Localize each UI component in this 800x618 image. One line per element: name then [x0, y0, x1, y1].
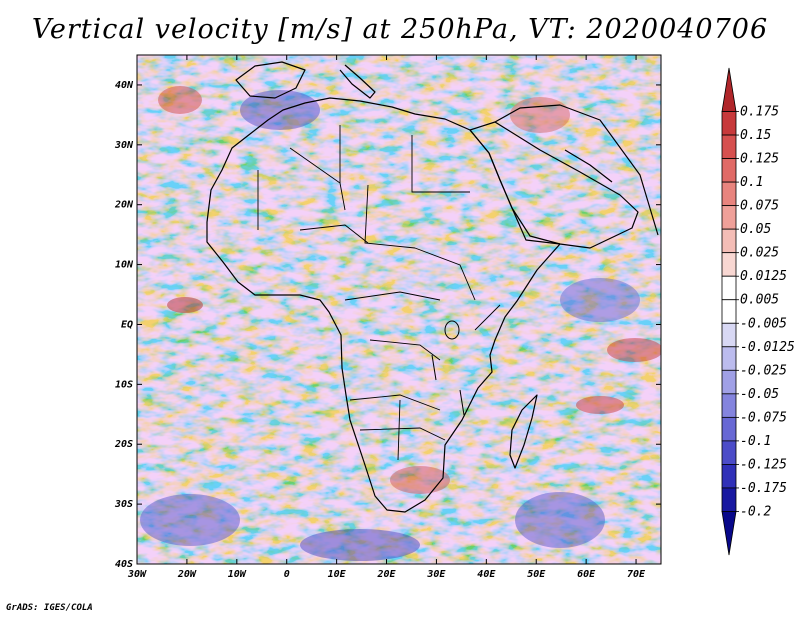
lake-tanganyika — [431, 354, 437, 381]
colorbar-label: 0.175 — [740, 105, 779, 120]
field-anomalies — [140, 86, 661, 561]
border-line — [414, 247, 476, 301]
lon-tick-label: 10W — [228, 569, 247, 580]
anomaly-downdraft — [240, 90, 320, 130]
colorbar-label: -0.025 — [740, 363, 787, 378]
colorbar-label: 0.005 — [740, 293, 779, 308]
colorbar-swatch — [721, 322, 737, 348]
anomaly-updraft — [158, 86, 202, 114]
lat-tick-label: 40S — [115, 559, 133, 570]
border-line — [359, 427, 446, 441]
lon-tick-label: 50E — [527, 569, 546, 580]
lon-tick-label: 30E — [426, 569, 446, 580]
colorbar-swatch — [721, 111, 737, 136]
lon-tick-label: 30W — [127, 569, 147, 580]
lon-tick-label: 20E — [376, 569, 396, 580]
border-line — [369, 339, 441, 361]
anomaly-updraft — [167, 297, 203, 313]
map-frame — [136, 54, 662, 565]
lon-tick-label: 60E — [577, 569, 596, 580]
madagascar-coastline — [509, 394, 538, 469]
colorbar: 0.175 0.15 0.125 0.1 0.075 0.05 0.025 0.0125 0.0… — [721, 67, 795, 556]
colorbar-label: -0.2 — [740, 504, 771, 519]
colorbar-swatch — [721, 393, 737, 418]
colorbar-label: 0.0125 — [740, 269, 787, 284]
anomaly-updraft — [576, 396, 624, 414]
colorbar-swatch — [721, 464, 737, 489]
asia-coastline — [494, 104, 659, 236]
colorbar-swatch — [721, 275, 737, 301]
colorbar-top-arrow — [721, 67, 737, 112]
colorbar-swatch — [721, 228, 737, 254]
colorbar-label: -0.005 — [740, 316, 787, 331]
colorbar-label: -0.0125 — [740, 340, 795, 355]
colorbar-swatch — [721, 487, 737, 512]
colorbar-label: -0.1 — [740, 434, 771, 449]
lat-tick-label: 20N — [114, 200, 134, 211]
colorbar-swatch — [721, 134, 737, 159]
anomaly-downdraft — [300, 529, 420, 561]
colorbar-label: -0.175 — [740, 481, 787, 496]
border-line — [364, 184, 416, 249]
lat-tick-label: 30S — [114, 499, 133, 510]
colorbar-bottom-arrow — [721, 511, 737, 556]
border-line — [299, 224, 369, 244]
colorbar-swatch — [721, 416, 737, 442]
persian-gulf-coastline — [564, 149, 613, 183]
lat-tick-label: 40N — [115, 80, 134, 91]
lon-tick-label: 20W — [177, 569, 197, 580]
border-line — [349, 394, 441, 411]
colorbar-swatch — [721, 158, 737, 183]
colorbar-label: 0.1 — [740, 175, 763, 190]
coastlines — [206, 61, 659, 513]
italy-coastline — [339, 64, 376, 99]
lat-tick-label: 10S — [115, 379, 133, 390]
colorbar-swatch — [721, 252, 737, 277]
anomaly-updraft — [510, 97, 570, 133]
lon-tick-label: 0 — [284, 569, 290, 580]
border-line — [411, 135, 470, 193]
colorbar-label: 0.125 — [740, 152, 779, 167]
colorbar-swatch — [721, 369, 737, 395]
colorbar-swatch — [721, 346, 737, 371]
anomaly-downdraft — [515, 492, 605, 548]
footer-credit: GrADS: IGES/COLA — [6, 603, 93, 613]
country-borders — [257, 125, 501, 461]
anomaly-downdraft — [140, 494, 240, 546]
colorbar-label: -0.125 — [740, 457, 787, 472]
lon-tick-label: 70E — [627, 569, 646, 580]
lakes — [431, 320, 465, 416]
lake-malawi — [459, 389, 465, 416]
border-line — [344, 291, 441, 301]
colorbar-swatch — [721, 205, 737, 230]
lat-tick-label: EQ — [121, 319, 133, 330]
lake-victoria — [444, 320, 460, 340]
lon-tick-label: 40E — [477, 569, 496, 580]
velocity-field — [137, 55, 661, 564]
colorbar-swatch — [721, 181, 737, 207]
lat-tick-label: 10N — [115, 260, 134, 271]
colorbar-label: -0.05 — [740, 387, 779, 402]
colorbar-label: 0.075 — [740, 199, 779, 214]
colorbar-label: 0.15 — [740, 128, 771, 143]
iberia-coastline — [235, 61, 306, 99]
colorbar-label: -0.075 — [740, 410, 787, 425]
map-title: Vertical velocity [m/s] at 250hPa, VT: 2… — [31, 14, 769, 45]
border-line — [474, 304, 501, 331]
map-axes: 30W 20W 10W 0 10E 20E 30E 40E 50E 60E 70E 40N 30N 20N… — [114, 55, 661, 580]
anomaly-downdraft — [560, 278, 640, 322]
colorbar-label: 0.05 — [740, 222, 771, 237]
anomaly-updraft — [607, 338, 661, 362]
colorbar-swatch — [721, 440, 737, 465]
colorbar-label: 0.025 — [740, 246, 779, 261]
arabia-coastline — [469, 121, 639, 249]
lat-tick-label: 30N — [114, 140, 134, 151]
lon-tick-label: 10E — [328, 569, 347, 580]
colorbar-swatch — [721, 299, 737, 324]
border-line — [397, 399, 401, 461]
lat-tick-label: 20S — [114, 439, 133, 450]
